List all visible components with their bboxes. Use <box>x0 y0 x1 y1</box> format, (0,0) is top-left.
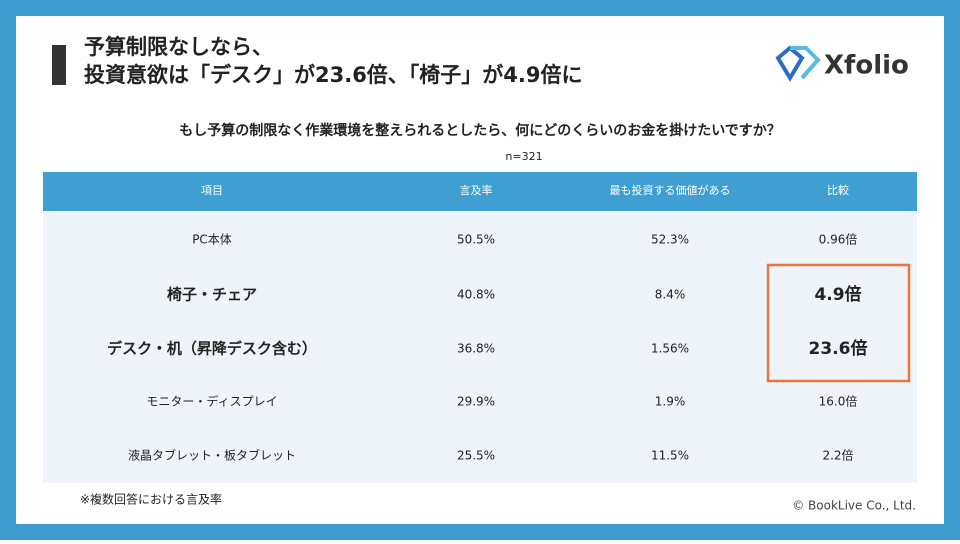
header-cell: 項目 <box>201 184 223 197</box>
table-cell: 25.5% <box>457 449 495 463</box>
table-cell: 36.8% <box>457 342 495 356</box>
table-cell: 1.56% <box>651 342 689 356</box>
table-cell: 52.3% <box>651 233 689 247</box>
highlight-box <box>766 263 911 383</box>
logo-icon <box>775 45 821 82</box>
table: 項目 言及率 最も投資する価値がある 比較 PC本体 50.5% 52.3% 0.96倍椅子・… <box>107 183 867 463</box>
table-cell: 50.5% <box>457 233 495 247</box>
logo-text: Xfolio <box>824 51 909 81</box>
table-cell: 椅子・チェア <box>167 286 257 304</box>
table-cell: モニター・ディスプレイ <box>146 394 277 409</box>
table-cell: 16.0倍 <box>819 394 858 409</box>
title-line: 予算制限なしなら、 <box>84 35 273 59</box>
table-cell: 液晶タブレット・板タブレット <box>128 448 296 463</box>
logo-shape <box>775 45 805 82</box>
table-cell: 8.4% <box>655 288 686 302</box>
title-bar <box>52 45 66 85</box>
table-cell: 23.6倍 <box>809 338 868 359</box>
logo-shape <box>790 46 821 80</box>
table-cell: 29.9% <box>457 395 495 409</box>
table-cell: 11.5% <box>651 449 689 463</box>
header-cell: 言及率 <box>460 183 493 197</box>
table-cell: デスク・机（昇降デスク含む） <box>107 340 317 358</box>
copyright: © BookLive Co., Ltd. <box>792 499 916 513</box>
table-body-band <box>43 211 917 483</box>
table-cell: 40.8% <box>457 288 495 302</box>
header-cell: 最も投資する価値がある <box>610 183 731 197</box>
table-cell: PC本体 <box>192 233 232 247</box>
table-cell: 1.9% <box>655 395 686 409</box>
sample-size: n=321 <box>505 150 542 163</box>
table-cell: 2.2倍 <box>822 448 853 463</box>
footnote: ※複数回答における言及率 <box>80 492 222 507</box>
table-header-band <box>43 172 917 211</box>
table-cell: 4.9倍 <box>814 284 861 305</box>
title-line: 投資意欲は「デスク」が23.6倍、「椅子」が4.9倍に <box>84 63 583 87</box>
header-cell: 比較 <box>827 183 849 197</box>
subtitle: もし予算の制限なく作業環境を整えられるとしたら、何にどのくらいのお金を掛けたいで… <box>179 122 781 139</box>
table-cell: 0.96倍 <box>819 232 858 247</box>
